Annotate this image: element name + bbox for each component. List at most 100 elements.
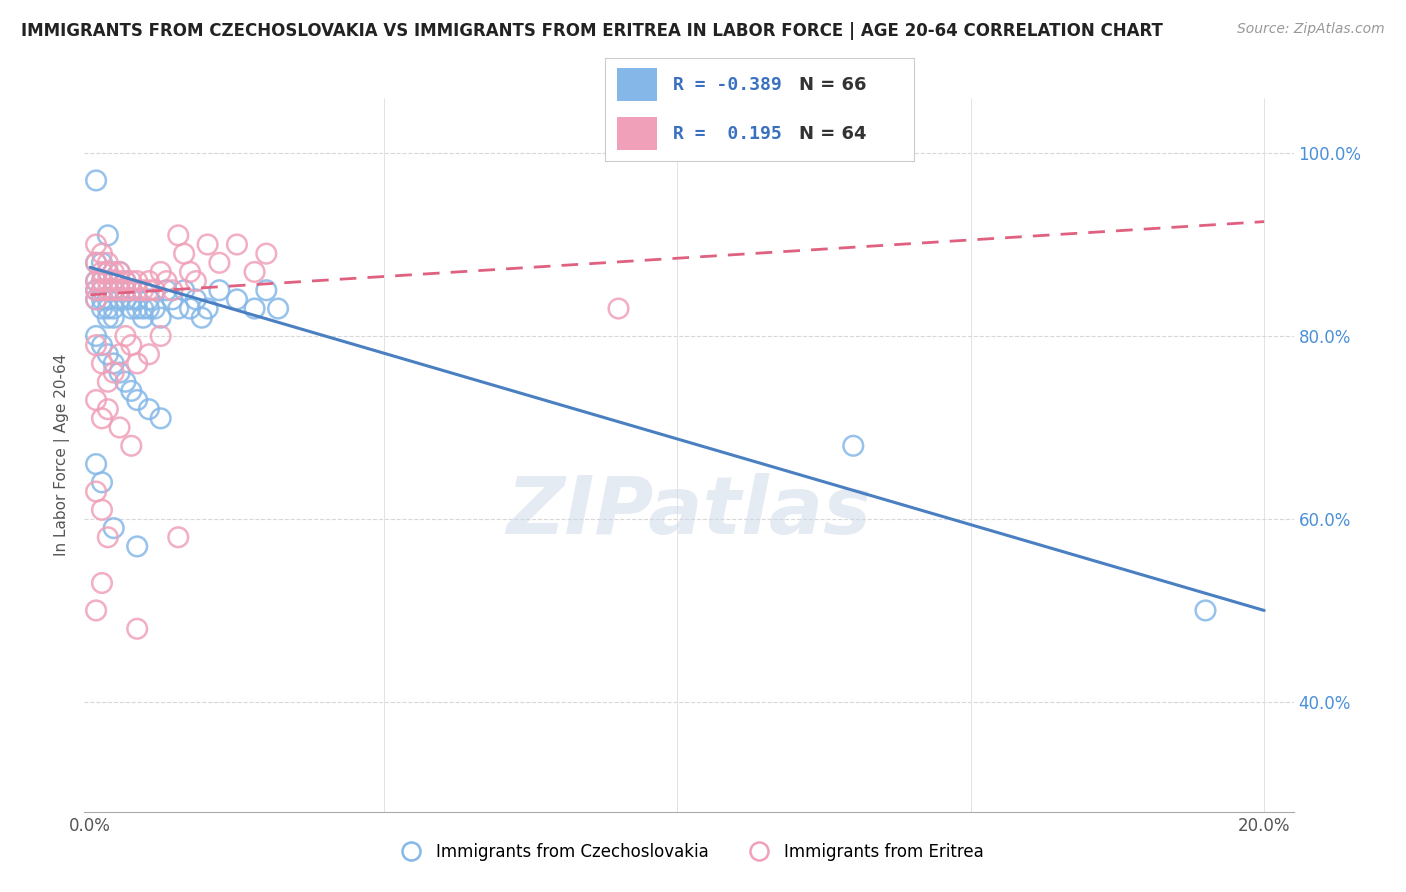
- Point: [162, 293, 184, 307]
- Point: [91, 256, 114, 270]
- Point: [1194, 603, 1216, 617]
- Point: [127, 392, 149, 407]
- Point: [167, 228, 190, 243]
- Point: [97, 256, 120, 270]
- Point: [97, 402, 120, 417]
- Point: [84, 237, 107, 252]
- Point: [184, 293, 207, 307]
- Point: [84, 283, 107, 297]
- Point: [97, 274, 120, 288]
- Point: [108, 265, 131, 279]
- Point: [97, 228, 120, 243]
- Point: [120, 439, 142, 453]
- Point: [91, 576, 114, 591]
- Point: [243, 301, 266, 316]
- Point: [127, 283, 149, 297]
- Text: R = -0.389: R = -0.389: [672, 76, 782, 94]
- Point: [138, 274, 160, 288]
- Text: Source: ZipAtlas.com: Source: ZipAtlas.com: [1237, 22, 1385, 37]
- Point: [149, 329, 172, 343]
- Point: [103, 283, 125, 297]
- Point: [127, 356, 149, 370]
- Point: [267, 301, 290, 316]
- Point: [84, 603, 107, 617]
- Point: [84, 457, 107, 471]
- Point: [155, 283, 177, 297]
- Point: [243, 265, 266, 279]
- Point: [97, 375, 120, 389]
- Point: [103, 310, 125, 325]
- Text: IMMIGRANTS FROM CZECHOSLOVAKIA VS IMMIGRANTS FROM ERITREA IN LABOR FORCE | AGE 2: IMMIGRANTS FROM CZECHOSLOVAKIA VS IMMIGR…: [21, 22, 1163, 40]
- Point: [120, 293, 142, 307]
- Point: [226, 293, 249, 307]
- Point: [103, 274, 125, 288]
- Point: [127, 540, 149, 554]
- Point: [167, 301, 190, 316]
- Point: [84, 173, 107, 187]
- Point: [91, 274, 114, 288]
- Text: ZIPatlas: ZIPatlas: [506, 473, 872, 551]
- FancyBboxPatch shape: [617, 69, 657, 101]
- Point: [127, 293, 149, 307]
- Point: [91, 283, 114, 297]
- Point: [138, 402, 160, 417]
- Point: [127, 274, 149, 288]
- Point: [120, 274, 142, 288]
- Point: [91, 503, 114, 517]
- Point: [254, 246, 277, 260]
- Point: [138, 283, 160, 297]
- Point: [91, 475, 114, 490]
- Point: [138, 293, 160, 307]
- Point: [607, 301, 630, 316]
- Point: [91, 411, 114, 425]
- Point: [97, 347, 120, 361]
- Point: [103, 366, 125, 380]
- Point: [143, 283, 166, 297]
- Point: [114, 329, 136, 343]
- Point: [155, 274, 177, 288]
- Point: [103, 265, 125, 279]
- Point: [84, 293, 107, 307]
- Y-axis label: In Labor Force | Age 20-64: In Labor Force | Age 20-64: [55, 354, 70, 556]
- Point: [108, 283, 131, 297]
- Legend: Immigrants from Czechoslovakia, Immigrants from Eritrea: Immigrants from Czechoslovakia, Immigran…: [388, 837, 990, 868]
- Point: [84, 293, 107, 307]
- Point: [120, 301, 142, 316]
- Point: [120, 283, 142, 297]
- Point: [132, 310, 155, 325]
- Point: [149, 310, 172, 325]
- Point: [103, 274, 125, 288]
- Point: [103, 301, 125, 316]
- Point: [120, 338, 142, 352]
- Point: [84, 274, 107, 288]
- Point: [84, 256, 107, 270]
- Text: N = 66: N = 66: [800, 76, 868, 94]
- Point: [173, 283, 195, 297]
- Point: [84, 338, 107, 352]
- Point: [84, 274, 107, 288]
- Point: [197, 301, 219, 316]
- Point: [103, 274, 125, 288]
- Point: [108, 274, 131, 288]
- Point: [138, 301, 160, 316]
- Point: [108, 347, 131, 361]
- Point: [91, 265, 114, 279]
- Point: [120, 384, 142, 398]
- Point: [108, 265, 131, 279]
- Point: [197, 237, 219, 252]
- Point: [114, 274, 136, 288]
- Point: [173, 246, 195, 260]
- Point: [127, 622, 149, 636]
- Point: [114, 283, 136, 297]
- Point: [167, 530, 190, 544]
- Point: [97, 310, 120, 325]
- Point: [84, 484, 107, 499]
- Point: [184, 274, 207, 288]
- Point: [91, 338, 114, 352]
- FancyBboxPatch shape: [617, 118, 657, 150]
- Point: [149, 265, 172, 279]
- Text: N = 64: N = 64: [800, 125, 868, 143]
- Point: [254, 283, 277, 297]
- Point: [132, 283, 155, 297]
- Point: [143, 301, 166, 316]
